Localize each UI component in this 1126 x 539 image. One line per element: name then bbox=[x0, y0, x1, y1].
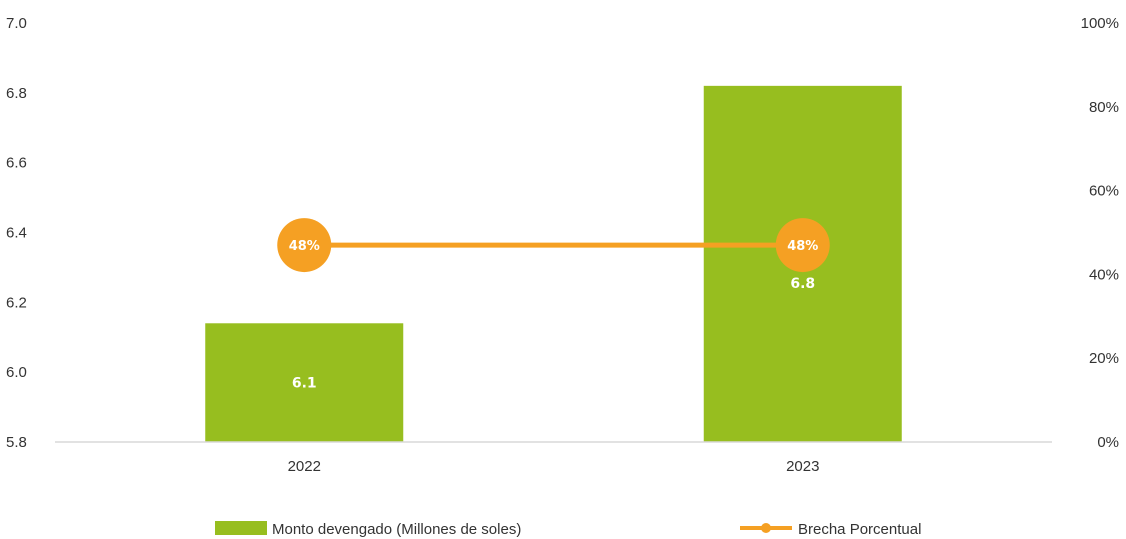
legend: Monto devengado (Millones de soles) Brec… bbox=[215, 521, 921, 538]
right-tick-label: 0% bbox=[1097, 434, 1119, 451]
left-tick-label: 6.4 bbox=[6, 225, 27, 242]
legend-bar-label: Monto devengado (Millones de soles) bbox=[272, 521, 521, 538]
right-tick-label: 100% bbox=[1081, 15, 1119, 32]
bar-data-label: 6.8 bbox=[790, 276, 815, 292]
line-point bbox=[277, 218, 332, 273]
line-series: 48% 48% bbox=[277, 218, 830, 273]
left-tick-label: 6.8 bbox=[6, 85, 27, 102]
x-tick-label: 2023 bbox=[786, 458, 819, 475]
line-data-label: 48% bbox=[289, 239, 320, 254]
line-point bbox=[775, 218, 830, 273]
bar-data-label: 6.1 bbox=[292, 376, 317, 392]
left-tick-label: 5.8 bbox=[6, 434, 27, 451]
x-axis-ticks: 2022 2023 bbox=[288, 458, 820, 475]
right-tick-label: 80% bbox=[1089, 99, 1119, 116]
left-tick-label: 6.6 bbox=[6, 155, 27, 172]
bar bbox=[205, 323, 404, 442]
line-data-label: 48% bbox=[787, 239, 818, 254]
left-axis-ticks: 5.8 6.0 6.2 6.4 6.6 6.8 7.0 bbox=[6, 15, 27, 451]
left-tick-label: 7.0 bbox=[6, 15, 27, 32]
legend-bar-swatch bbox=[215, 521, 267, 535]
right-tick-label: 60% bbox=[1089, 183, 1119, 200]
legend-line-marker bbox=[761, 523, 771, 533]
right-tick-label: 20% bbox=[1089, 350, 1119, 367]
legend-line-label: Brecha Porcentual bbox=[798, 521, 921, 538]
x-tick-label: 2022 bbox=[288, 458, 321, 475]
left-tick-label: 6.2 bbox=[6, 294, 27, 311]
right-axis-ticks: 0% 20% 40% 60% 80% 100% bbox=[1081, 15, 1119, 451]
right-tick-label: 40% bbox=[1089, 266, 1119, 283]
left-tick-label: 6.0 bbox=[6, 364, 27, 381]
